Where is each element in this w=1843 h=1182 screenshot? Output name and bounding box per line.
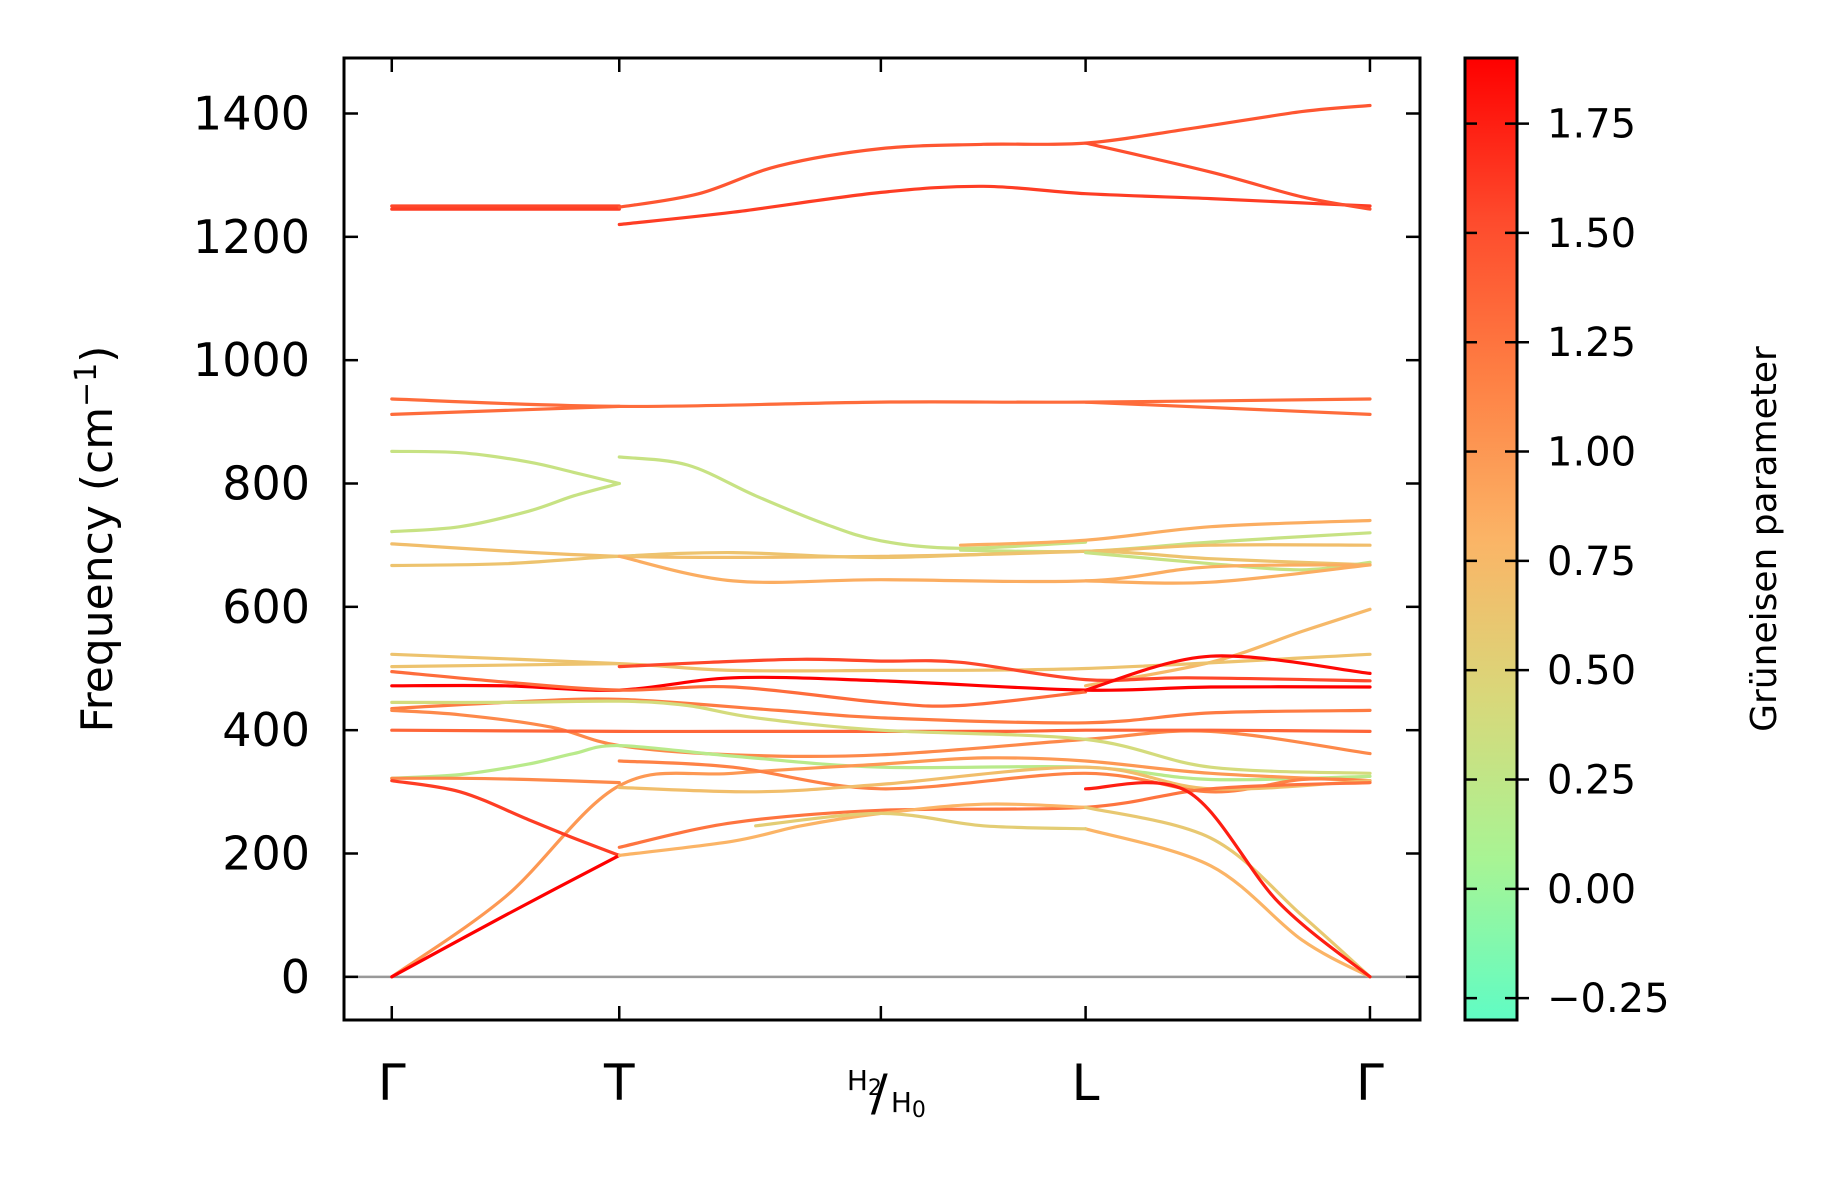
colorbar-tick-label: 1.75 bbox=[1547, 102, 1636, 148]
phonon-band-16 bbox=[617, 554, 1372, 584]
y-tick-label: 1200 bbox=[193, 210, 310, 264]
colorbar-tick-label: −0.25 bbox=[1547, 976, 1670, 1022]
y-tick-label: 400 bbox=[222, 703, 310, 757]
x-axis-ticks: Γ T H2/H0 L Γ bbox=[378, 58, 1384, 1123]
x-kpoint-label: T bbox=[603, 1054, 635, 1112]
colorbar-tick-label: 1.25 bbox=[1547, 320, 1636, 366]
y-tick-label: 1000 bbox=[193, 333, 310, 387]
colorbar-tick-label: 1.00 bbox=[1547, 430, 1636, 476]
phonon-band-6 bbox=[390, 404, 621, 416]
x-kpoint-label: Γ bbox=[378, 1054, 406, 1112]
phonon-band-10 bbox=[617, 455, 1088, 550]
phonon-band-7 bbox=[1084, 400, 1372, 416]
phonon-band-37 bbox=[617, 802, 1088, 857]
phonon-band-4 bbox=[1084, 141, 1372, 211]
phonon-band-5 bbox=[390, 397, 1372, 409]
fraction-denominator: H0 bbox=[891, 1086, 926, 1123]
colorbar-title: Grüneisen parameter bbox=[1744, 346, 1785, 732]
phonon-band-31 bbox=[390, 756, 1372, 979]
x-kpoint-label-fraction: H2/H0 bbox=[847, 1064, 926, 1123]
y-axis-title-main: Frequency (cm bbox=[72, 407, 123, 733]
colorbar-tick-label: 0.00 bbox=[1547, 867, 1636, 913]
phonon-band-34 bbox=[390, 779, 621, 857]
colorbar-ticks: −0.25 0.00 0.25 0.50 0.75 1.00 1.25 1.50 1.75 bbox=[1465, 102, 1670, 1022]
y-tick-label: 0 bbox=[281, 950, 310, 1004]
y-axis-title-sup: −1 bbox=[69, 363, 104, 407]
fraction-numerator: H2 bbox=[847, 1064, 882, 1101]
colorbar bbox=[1463, 56, 1519, 1022]
phonon-band-36 bbox=[617, 781, 1372, 849]
colorbar-tick-label: 0.25 bbox=[1547, 758, 1636, 804]
phonon-band-2 bbox=[617, 103, 1372, 209]
y-axis-title-close: ) bbox=[72, 346, 123, 363]
phonon-band-9 bbox=[390, 481, 621, 534]
phonon-band-32 bbox=[617, 759, 1372, 794]
phonon-band-17 bbox=[1084, 563, 1372, 585]
y-tick-label: 800 bbox=[222, 457, 310, 511]
phonon-band-33 bbox=[617, 765, 1372, 794]
x-kpoint-label: Γ bbox=[1356, 1054, 1384, 1112]
y-tick-label: 1400 bbox=[193, 87, 310, 141]
colorbar-tick-label: 0.50 bbox=[1547, 648, 1636, 694]
phonon-band-8 bbox=[390, 449, 621, 486]
phonon-band-41 bbox=[1084, 781, 1372, 979]
phonon-bands bbox=[344, 103, 1420, 979]
phonon-band-23 bbox=[390, 670, 1088, 708]
phonon-band-3 bbox=[617, 184, 1372, 227]
phonon-band-30 bbox=[390, 776, 621, 785]
phonon-band-22 bbox=[390, 675, 1372, 692]
y-tick-label: 600 bbox=[222, 580, 310, 634]
phonon-band-24 bbox=[1084, 654, 1372, 692]
phonon-band-39 bbox=[1084, 827, 1372, 979]
phonon-band-18 bbox=[1084, 607, 1372, 688]
phonon-band-40 bbox=[754, 811, 1088, 831]
phonon-band-21 bbox=[617, 657, 1372, 683]
phonon-band-12 bbox=[958, 518, 1372, 547]
colorbar-tick-label: 1.50 bbox=[1547, 211, 1636, 257]
phonon-band-13 bbox=[390, 542, 1372, 559]
y-axis-title: Frequency (cm−1) bbox=[69, 346, 123, 733]
phonon-band-28 bbox=[390, 699, 1372, 775]
y-axis-ticks: 0 200 400 600 800 1000 1200 1400 bbox=[193, 87, 1420, 1004]
phonon-band-14 bbox=[390, 549, 1372, 568]
phonon-band-35 bbox=[390, 853, 621, 979]
phonon-band-20 bbox=[390, 662, 621, 669]
y-tick-label: 200 bbox=[222, 827, 310, 881]
colorbar-tick-label: 0.75 bbox=[1547, 539, 1636, 585]
x-kpoint-label: L bbox=[1072, 1054, 1100, 1112]
fraction-slash: / bbox=[871, 1064, 888, 1122]
phonon-band-29 bbox=[390, 743, 1372, 782]
